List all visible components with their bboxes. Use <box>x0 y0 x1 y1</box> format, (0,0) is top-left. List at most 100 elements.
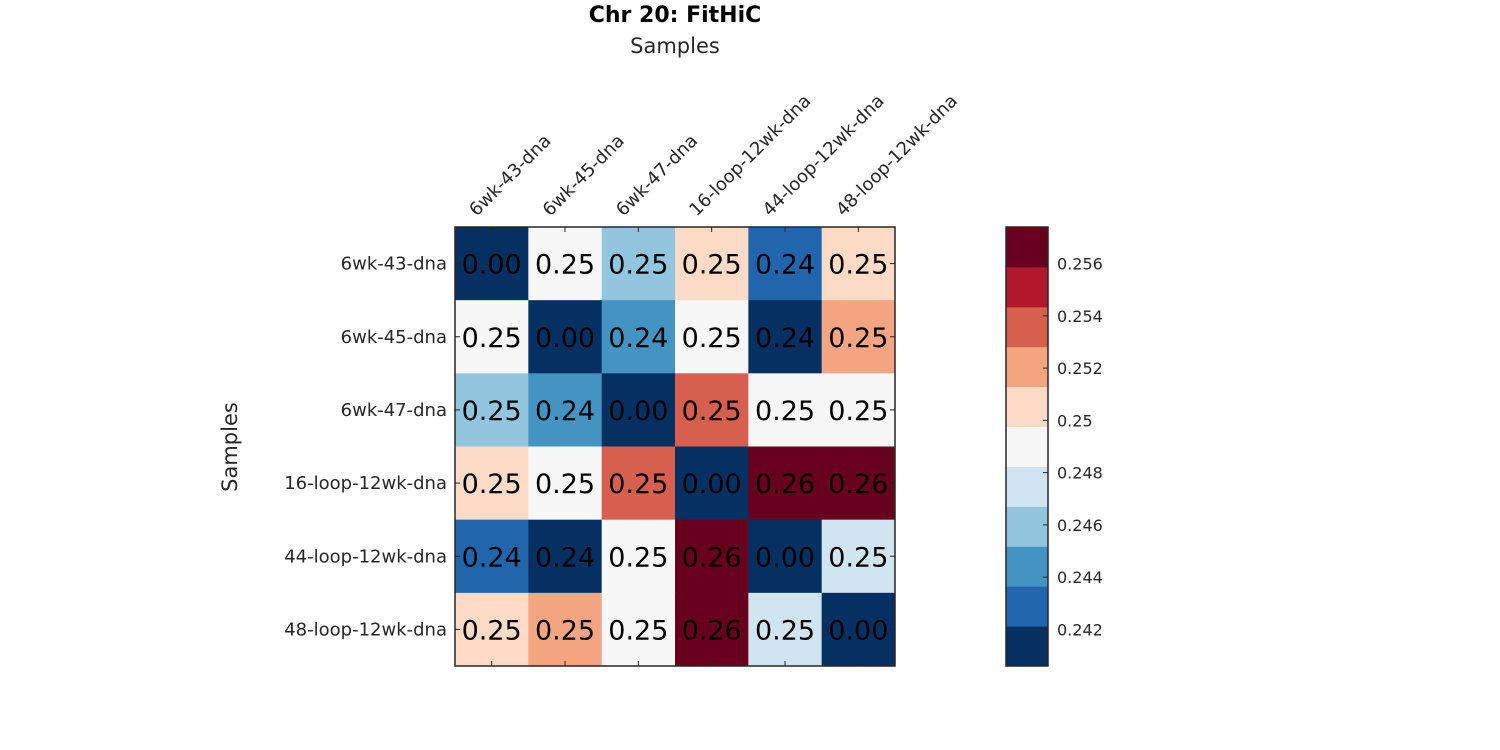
heatmap-cell <box>675 227 749 301</box>
cell-value-label: 0.00 <box>462 250 522 281</box>
y-tick-label: 16-loop-12wk-dna <box>284 473 447 494</box>
colorbar-segment <box>1006 227 1048 268</box>
heatmap-cell <box>675 592 749 667</box>
heatmap-cell <box>455 227 529 301</box>
cell-value-label: 0.25 <box>462 615 522 646</box>
y-tick-label: 6wk-43-dna <box>341 254 447 275</box>
x-tick-label: 44-loop-12wk-dna <box>759 91 889 221</box>
colorbar-segment <box>1006 266 1048 308</box>
cell-value-label: 0.25 <box>608 469 668 500</box>
heatmap-cell <box>528 446 603 521</box>
heatmap-cell <box>455 373 529 447</box>
heatmap-cell <box>528 227 603 301</box>
cell-value-label: 0.25 <box>755 396 815 427</box>
cell-value-label: 0.26 <box>682 542 742 573</box>
colorbar-segment <box>1006 626 1048 667</box>
heatmap-cell <box>821 446 896 521</box>
cell-value-label: 0.25 <box>608 615 668 646</box>
cell-value-label: 0.24 <box>608 323 668 354</box>
colorbar-segment <box>1006 506 1048 547</box>
heatmap-cell <box>821 592 896 667</box>
heatmap-cell <box>748 519 823 594</box>
cell-value-label: 0.00 <box>682 469 742 500</box>
cell-value-label: 0.25 <box>608 250 668 281</box>
heatmap-cell-labels: 0.00 0.25 0.25 0.25 0.24 0.25 0.25 0.00 0.24 0.25… <box>462 250 889 647</box>
heatmap-cell <box>455 300 529 374</box>
y-tick-label: 6wk-47-dna <box>341 400 447 421</box>
cell-value-label: 0.00 <box>608 396 668 427</box>
cell-value-label: 0.25 <box>462 396 522 427</box>
y-axis-label: Samples <box>218 402 242 492</box>
cell-value-label: 0.24 <box>755 250 815 281</box>
heatmap-cell <box>528 373 603 447</box>
cell-value-label: 0.26 <box>755 469 815 500</box>
colorbar-tick-label: 0.248 <box>1057 464 1103 483</box>
heatmap-cell <box>675 300 749 374</box>
heatmap-cell <box>455 592 529 667</box>
heatmap-cell <box>601 227 676 301</box>
cell-value-label: 0.25 <box>682 323 742 354</box>
cell-value-label: 0.25 <box>462 323 522 354</box>
heatmap-cell <box>748 373 823 447</box>
x-tick-label: 16-loop-12wk-dna <box>685 91 815 221</box>
heatmap-cell <box>748 446 823 521</box>
cell-value-label: 0.00 <box>535 323 595 354</box>
cell-value-label: 0.25 <box>535 250 595 281</box>
colorbar-segment <box>1006 546 1048 587</box>
y-tick-label: 6wk-45-dna <box>341 327 447 348</box>
heatmap-cell <box>821 373 896 447</box>
heatmap-cell <box>748 227 823 301</box>
heatmap-cell <box>601 592 676 667</box>
y-tick-label: 48-loop-12wk-dna <box>284 619 447 640</box>
cell-value-label: 0.24 <box>535 542 595 573</box>
colorbar-segment <box>1006 426 1048 467</box>
colorbar-tick-label: 0.252 <box>1057 359 1103 378</box>
heatmap-cell <box>455 519 529 594</box>
colorbar-tick-label: 0.246 <box>1057 516 1103 535</box>
heatmap-cell <box>455 446 529 521</box>
colorbar-segment <box>1006 346 1048 388</box>
x-axis-label: Samples <box>630 34 720 58</box>
cell-value-label: 0.26 <box>682 615 742 646</box>
x-tick-label: 48-loop-12wk-dna <box>832 91 962 221</box>
cell-value-label: 0.24 <box>462 542 522 573</box>
cell-value-label: 0.25 <box>755 615 815 646</box>
heatmap-cell <box>821 227 896 301</box>
y-tick-label: 44-loop-12wk-dna <box>284 546 447 567</box>
cell-value-label: 0.25 <box>682 250 742 281</box>
cell-value-label: 0.25 <box>608 542 668 573</box>
heatmap-cell <box>821 300 896 374</box>
colorbar-segment <box>1006 586 1048 627</box>
heatmap-cell <box>601 519 676 594</box>
colorbar-tick-label: 0.256 <box>1057 255 1103 274</box>
cell-value-label: 0.26 <box>828 469 888 500</box>
heatmap-cells <box>455 227 896 667</box>
heatmap-cell <box>528 300 603 374</box>
cell-value-label: 0.24 <box>535 396 595 427</box>
colorbar-frame <box>1005 226 1049 667</box>
chart-title: Chr 20: FitHiC <box>589 3 762 28</box>
heatmap-cell <box>675 519 749 594</box>
colorbar: 0.242 0.244 0.246 0.248 0.25 0.252 0.254 0.256 <box>1005 226 1103 667</box>
cell-value-label: 0.25 <box>828 396 888 427</box>
cell-value-label: 0.25 <box>828 250 888 281</box>
heatmap-cell <box>675 373 749 447</box>
cell-value-label: 0.25 <box>462 469 522 500</box>
cell-value-label: 0.24 <box>755 323 815 354</box>
heatmap-cell <box>528 519 603 594</box>
colorbar-tick-label: 0.244 <box>1057 568 1103 587</box>
heatmap-cell <box>601 300 676 374</box>
y-axis-ticks: 6wk-43-dna 6wk-45-dna 6wk-47-dna 16-loop-12… <box>284 254 895 640</box>
cell-value-label: 0.25 <box>535 469 595 500</box>
heatmap-cell <box>528 592 603 667</box>
heatmap-cell <box>601 446 676 521</box>
colorbar-segment <box>1006 306 1048 348</box>
colorbar-segment <box>1006 466 1048 507</box>
cell-value-label: 0.25 <box>535 615 595 646</box>
heatmap-cell <box>601 373 676 447</box>
colorbar-tick-label: 0.25 <box>1057 411 1093 430</box>
cell-value-label: 0.25 <box>828 323 888 354</box>
heatmap-cell <box>748 300 823 374</box>
heatmap-cell <box>821 519 896 594</box>
